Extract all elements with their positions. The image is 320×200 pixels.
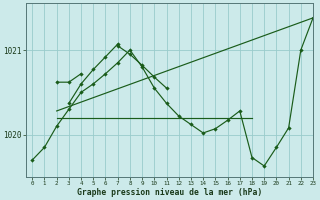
X-axis label: Graphe pression niveau de la mer (hPa): Graphe pression niveau de la mer (hPa) [77,188,262,197]
